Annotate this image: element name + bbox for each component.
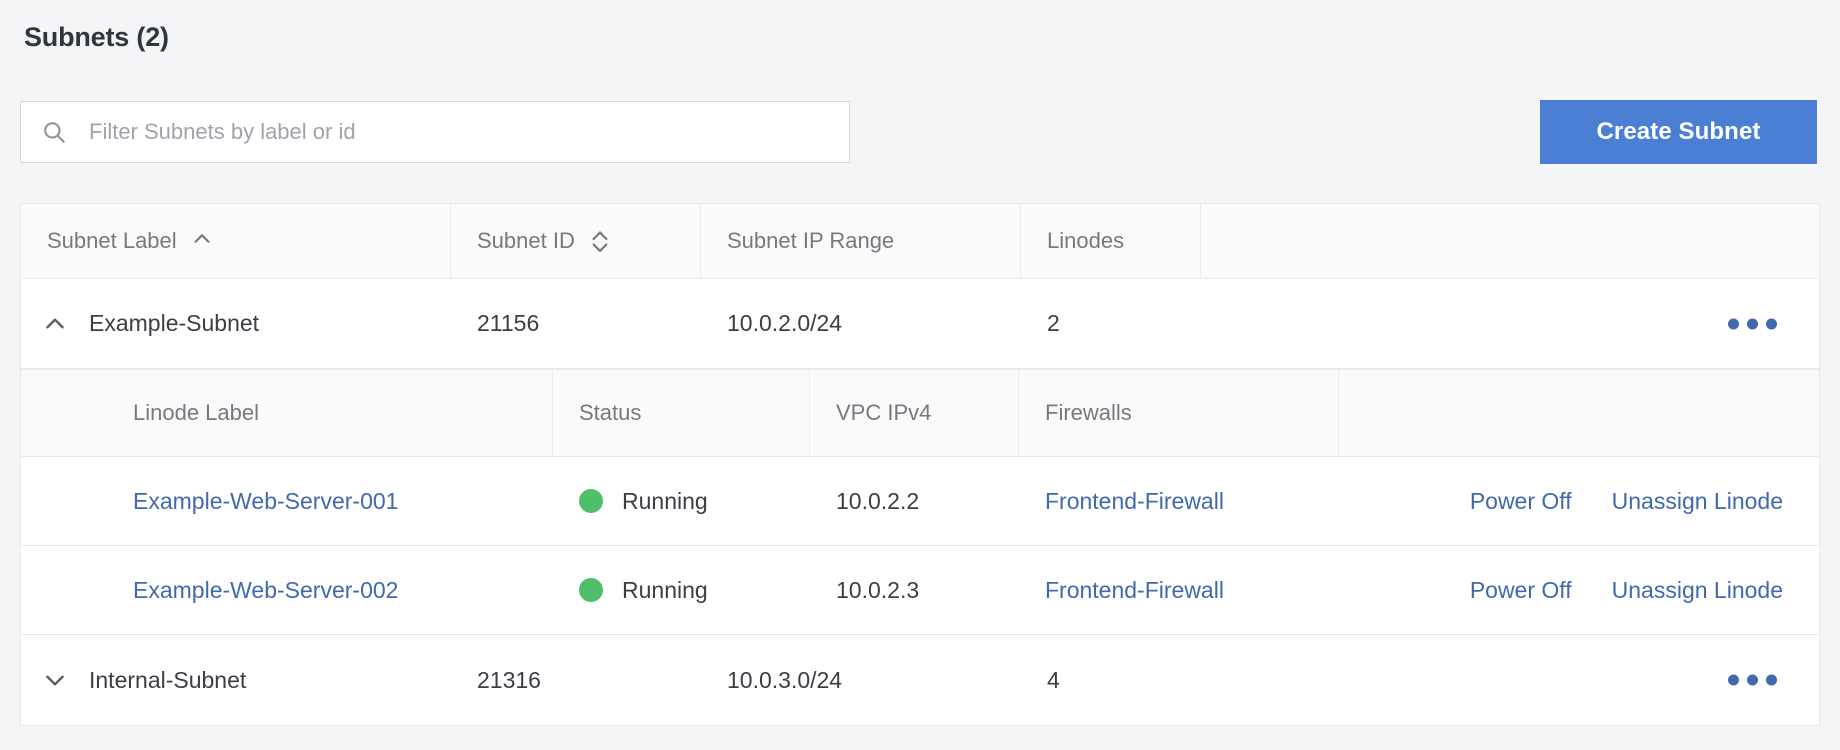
- nested-column-header-label: Status: [579, 400, 642, 425]
- unassign-linode-button[interactable]: Unassign Linode: [1611, 487, 1783, 514]
- create-subnet-button[interactable]: Create Subnet: [1540, 100, 1817, 164]
- linode-row-actions: Power Off Unassign Linode: [1339, 488, 1819, 515]
- power-off-button[interactable]: Power Off: [1469, 576, 1572, 603]
- chevron-up-icon[interactable]: [191, 228, 213, 254]
- search-icon: [41, 119, 67, 145]
- subnet-linodes-count: 2: [1047, 310, 1060, 336]
- column-header-subnet-ip-range: Subnet IP Range: [701, 204, 1021, 278]
- nested-table-row: Example-Web-Server-001 Running 10.0.2.2 …: [21, 457, 1819, 546]
- column-header-label: Subnet ID: [477, 228, 575, 253]
- linode-vpc-ipv4: 10.0.2.3: [836, 576, 920, 603]
- dot: [1766, 318, 1777, 329]
- firewall-link[interactable]: Frontend-Firewall: [1045, 576, 1224, 603]
- unassign-linode-button[interactable]: Unassign Linode: [1611, 576, 1783, 603]
- nested-column-header-status: Status: [553, 370, 810, 456]
- dot: [1766, 674, 1777, 686]
- subnet-label-cell: Example-Subnet: [21, 310, 451, 337]
- table-header-row: Subnet Label Subnet ID Subnet IP Rang: [21, 203, 1819, 279]
- subnet-id: 21316: [477, 666, 541, 693]
- nested-column-header-label: Firewalls: [1045, 400, 1132, 425]
- linode-firewall-cell: Frontend-Firewall: [1019, 577, 1339, 604]
- dot: [1747, 318, 1758, 329]
- column-header-label: Subnet IP Range: [727, 228, 895, 253]
- chevron-up-icon[interactable]: [21, 311, 89, 337]
- nested-table-row: Example-Web-Server-002 Running 10.0.2.3 …: [21, 546, 1819, 635]
- chevron-up-down-icon[interactable]: [589, 228, 611, 254]
- status-label: Running: [622, 576, 708, 603]
- linode-vpc-ipv4: 10.0.2.2: [836, 487, 920, 514]
- nested-column-header-linode-label: Linode Label: [21, 370, 553, 456]
- power-off-button[interactable]: Power Off: [1469, 487, 1572, 514]
- dot: [1747, 674, 1758, 686]
- linode-label-link[interactable]: Example-Web-Server-002: [133, 576, 399, 603]
- column-header-label: Linodes: [1047, 228, 1125, 253]
- dot: [1728, 674, 1739, 686]
- nested-column-header-label: VPC IPv4: [836, 400, 932, 425]
- search-input[interactable]: [89, 102, 849, 162]
- subnets-table: Subnet Label Subnet ID Subnet IP Rang: [20, 203, 1820, 726]
- column-header-subnet-id[interactable]: Subnet ID: [451, 204, 701, 278]
- subnet-id: 21156: [477, 310, 540, 336]
- linode-firewall-cell: Frontend-Firewall: [1019, 488, 1339, 515]
- firewall-link[interactable]: Frontend-Firewall: [1045, 487, 1224, 514]
- subnet-linodes-count: 4: [1047, 666, 1060, 693]
- status-dot-icon: [579, 489, 603, 513]
- column-header-actions: [1201, 204, 1819, 278]
- nested-column-header-vpc-ipv4: VPC IPv4: [810, 370, 1019, 456]
- table-row[interactable]: Example-Subnet 21156 10.0.2.0/24 2: [21, 279, 1819, 369]
- nested-table-header-row: Linode Label Status VPC IPv4 Firewalls: [21, 369, 1819, 457]
- toolbar: Create Subnet: [0, 95, 1840, 167]
- nested-column-header-firewalls: Firewalls: [1019, 370, 1339, 456]
- table-row[interactable]: Internal-Subnet 21316 10.0.3.0/24 4: [21, 635, 1819, 725]
- subnet-ip-range: 10.0.3.0/24: [727, 666, 843, 693]
- subnet-ip-range: 10.0.2.0/24: [727, 310, 843, 336]
- column-header-linodes: Linodes: [1021, 204, 1201, 278]
- linode-status-cell: Running: [553, 577, 810, 604]
- linode-label-link[interactable]: Example-Web-Server-001: [133, 487, 399, 514]
- column-header-subnet-label[interactable]: Subnet Label: [21, 204, 451, 278]
- linode-row-actions: Power Off Unassign Linode: [1339, 577, 1819, 604]
- search-box[interactable]: [20, 101, 850, 163]
- subnet-label-cell: Internal-Subnet: [21, 667, 451, 694]
- page-title: Subnets (2): [24, 22, 169, 52]
- nested-column-header-label: Linode Label: [133, 400, 260, 425]
- status-dot-icon: [579, 578, 603, 602]
- ellipsis-icon[interactable]: [1722, 312, 1783, 335]
- linode-status-cell: Running: [553, 488, 810, 515]
- linode-label-cell: Example-Web-Server-001: [21, 488, 553, 515]
- linode-label-cell: Example-Web-Server-002: [21, 577, 553, 604]
- dot: [1728, 318, 1739, 329]
- column-header-label: Subnet Label: [47, 228, 177, 253]
- status-label: Running: [622, 487, 708, 514]
- subnet-label: Example-Subnet: [89, 310, 260, 336]
- subnet-label: Internal-Subnet: [89, 666, 247, 693]
- chevron-down-icon[interactable]: [21, 667, 89, 693]
- nested-column-header-actions: [1339, 370, 1819, 456]
- ellipsis-icon[interactable]: [1722, 669, 1783, 692]
